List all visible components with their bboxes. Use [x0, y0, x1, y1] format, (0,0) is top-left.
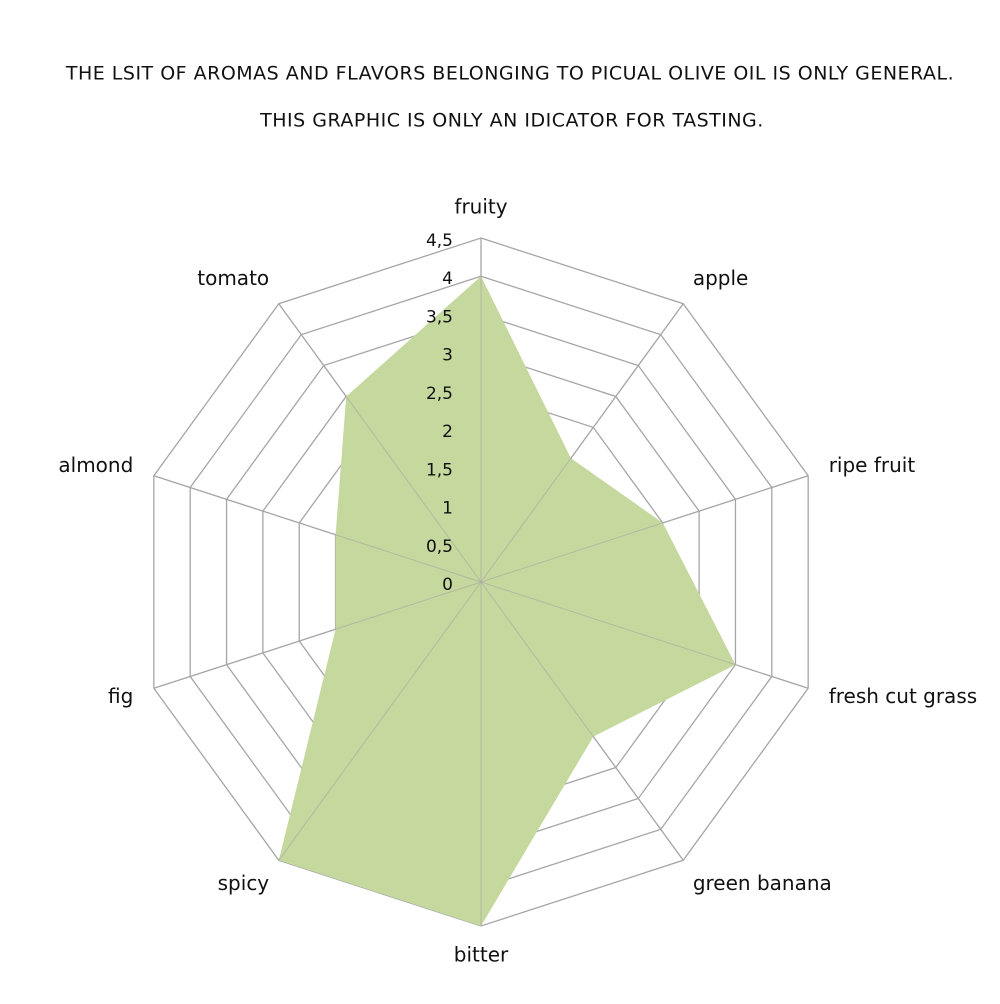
category-label: bitter — [454, 943, 509, 967]
spoke-overlay — [278, 581, 482, 861]
category-label: spicy — [218, 871, 270, 895]
radar-area — [278, 276, 736, 926]
r-tick-label: 3,5 — [426, 307, 453, 327]
r-tick-label: 3 — [442, 346, 453, 366]
category-label: almond — [58, 453, 133, 477]
category-label: fresh cut grass — [829, 684, 977, 708]
r-tick-label: 4,5 — [426, 231, 453, 251]
category-label: ripe fruit — [829, 453, 916, 477]
spoke-overlay — [278, 303, 482, 583]
category-label: fruity — [454, 195, 507, 219]
plot — [153, 238, 809, 926]
r-tick-label: 1 — [442, 499, 453, 519]
spoke-overlay — [480, 581, 809, 689]
spoke-overlay — [480, 475, 809, 583]
spoke-overlay — [480, 581, 684, 861]
category-label: apple — [693, 266, 749, 290]
category-label: fig — [108, 684, 133, 708]
r-tick-label: 4 — [442, 269, 453, 289]
r-tick-label: 0,5 — [426, 537, 453, 557]
r-tick-label: 1,5 — [426, 460, 453, 480]
r-tick-label: 0 — [442, 575, 453, 595]
spoke-overlay — [480, 303, 684, 583]
spoke-overlay — [153, 581, 482, 689]
spoke-overlay — [153, 475, 482, 583]
r-tick-label: 2,5 — [426, 384, 453, 404]
r-tick-label: 2 — [442, 422, 453, 442]
category-label: green banana — [693, 871, 832, 895]
chart-title: THIS GRAPHIC IS ONLY AN IDICATOR FOR TAS… — [259, 110, 764, 132]
chart-title: THE LSIT OF AROMAS AND FLAVORS BELONGING… — [65, 63, 954, 85]
category-label: tomato — [197, 266, 269, 290]
